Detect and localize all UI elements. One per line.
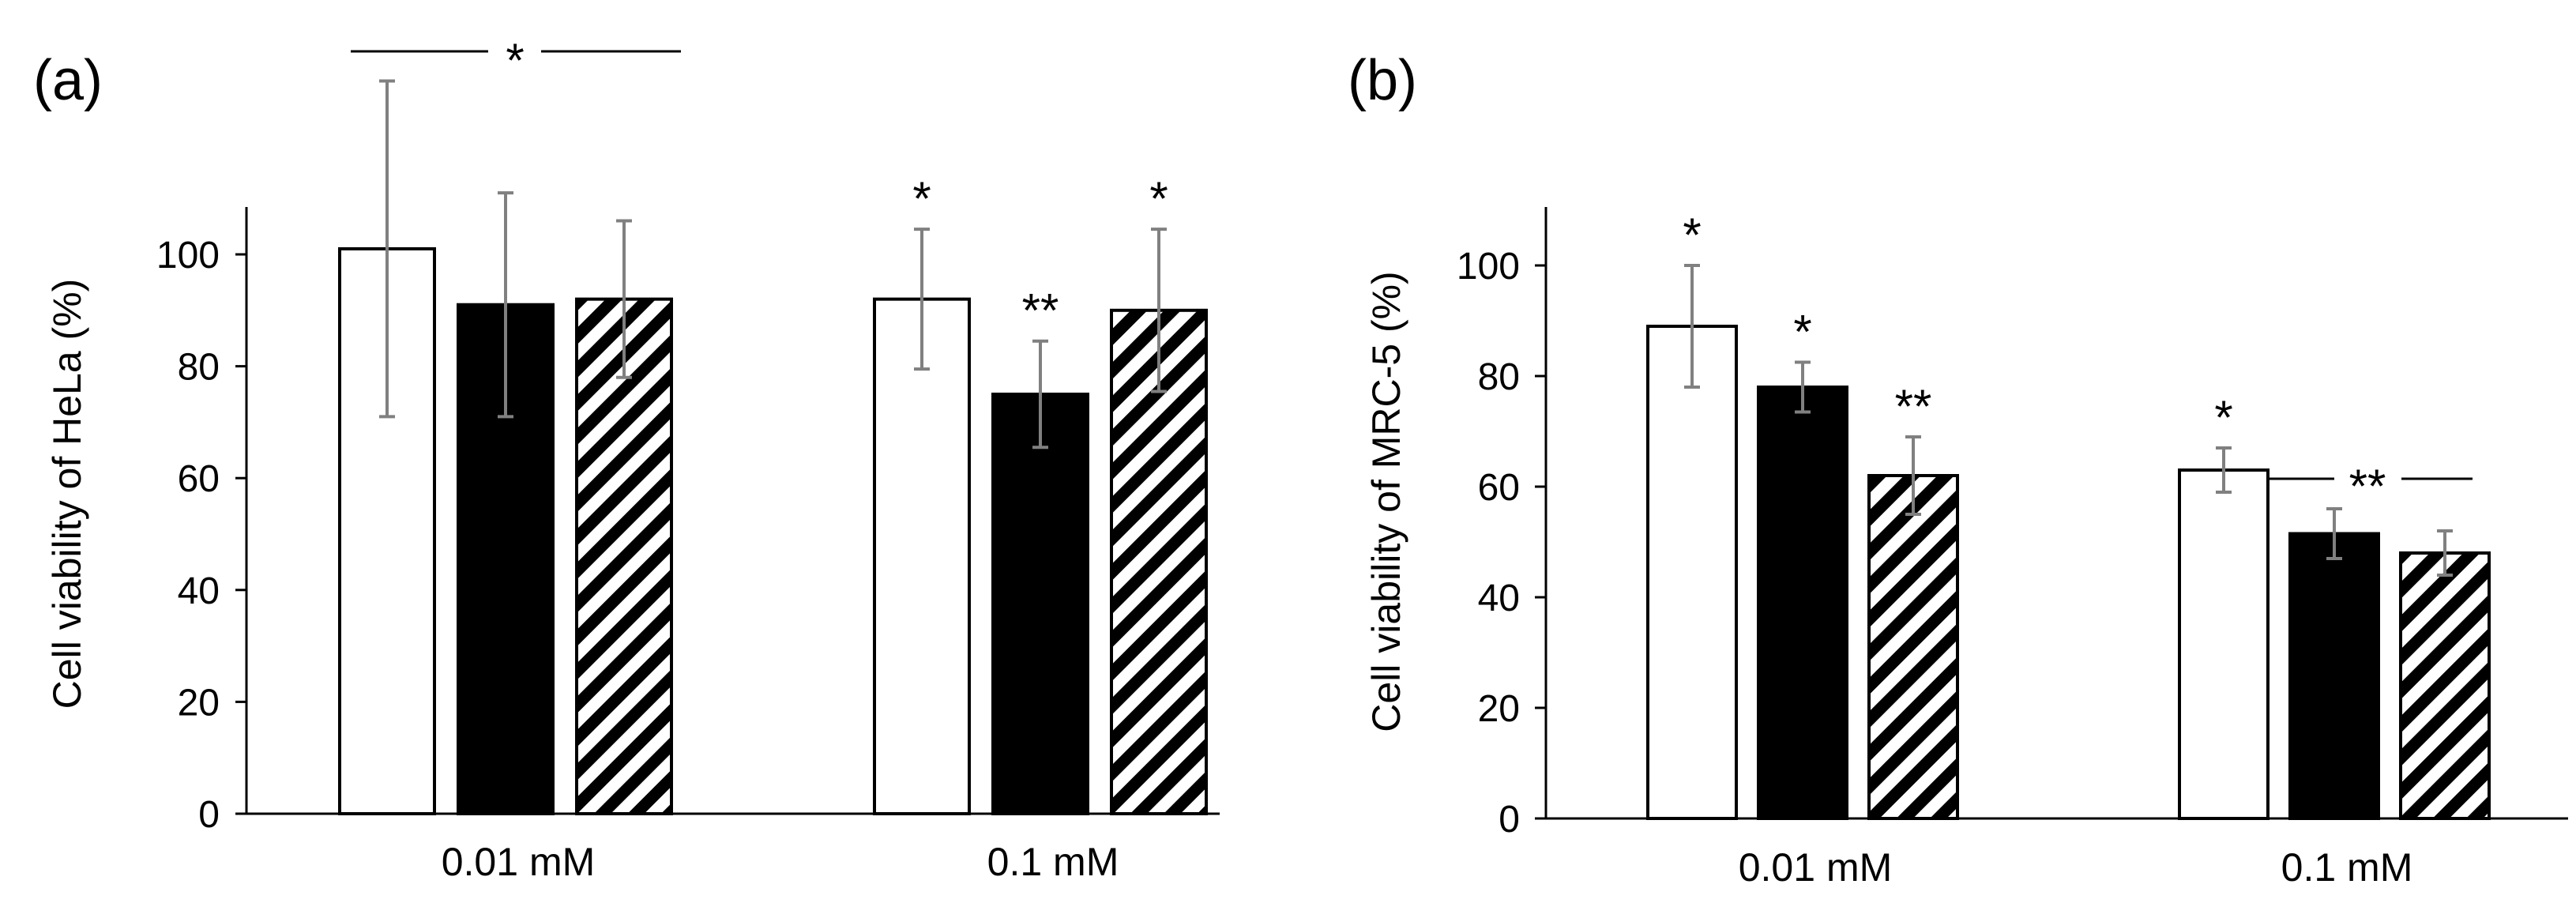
panel-a-y-tick-label: 100 [156, 235, 220, 277]
panel-b-ylabel: Cell viability of MRC-5 (%) [1364, 271, 1408, 732]
panel-b-significance-mark: ** [1895, 380, 1932, 433]
panel-b-y-tick-label: 80 [1478, 356, 1520, 398]
panel-a-significance-mark: * [1149, 172, 1168, 225]
panel-b-bar-open [1646, 325, 1738, 820]
panel-b-significance-mark: * [2214, 391, 2232, 444]
panel-a-bar-hatched [1110, 308, 1208, 815]
panel-a-bar-solid [991, 393, 1089, 815]
panel-a-significance-mark: * [506, 34, 524, 87]
panel-a-ylabel: Cell viability of HeLa (%) [45, 279, 89, 709]
panel-b-label: (b) [1348, 49, 1417, 112]
panel-a-y-tick-label: 20 [178, 682, 220, 724]
panel-b-bar-solid [1757, 386, 1848, 820]
panel-b-significance-mark: * [1683, 209, 1701, 261]
panel-b-y-tick-label: 20 [1478, 688, 1520, 730]
panel-b-x-category-label: 0.1 mM [2281, 845, 2413, 890]
panel-a-y-tick-label: 60 [178, 458, 220, 500]
panel-b-bar-hatched [2399, 551, 2491, 820]
panel-b-x-category-label: 0.01 mM [1739, 845, 1893, 890]
panel-a-significance-mark: * [912, 172, 931, 225]
panel-a-y-tick-label: 0 [198, 794, 220, 836]
panel-a-chart: (a) Cell viability of HeLa (%) 0 20 40 60 80… [33, 34, 1220, 884]
panel-a-y-tick-label: 80 [178, 347, 220, 389]
panel-b-significance-mark: ** [2349, 460, 2386, 513]
panel-b-significance-mark: * [1793, 306, 1811, 359]
panel-b-chart: (b) Cell viability of MRC-5 (%) 0 20 40 60 8… [1348, 49, 2568, 890]
panel-b-bar-solid [2288, 532, 2380, 820]
panel-b-bar-open [2178, 468, 2270, 820]
panel-b-y-tick-label: 0 [1499, 799, 1520, 841]
panel-a-significance-mark: ** [1022, 284, 1059, 337]
panel-a-bar-hatched [575, 297, 673, 815]
panel-b-y-tick-label: 40 [1478, 578, 1520, 619]
panel-b-bar-hatched [1867, 474, 1959, 820]
panel-a-label: (a) [33, 49, 103, 112]
panel-a-y-tick-label: 40 [178, 570, 220, 612]
panel-b-y-tick-label: 60 [1478, 467, 1520, 509]
panel-a-x-category-label: 0.1 mM [987, 840, 1119, 884]
panel-a-bar-open [873, 297, 971, 815]
panel-b-y-tick-label: 100 [1457, 246, 1520, 288]
panel-a-x-category-label: 0.01 mM [442, 840, 596, 884]
